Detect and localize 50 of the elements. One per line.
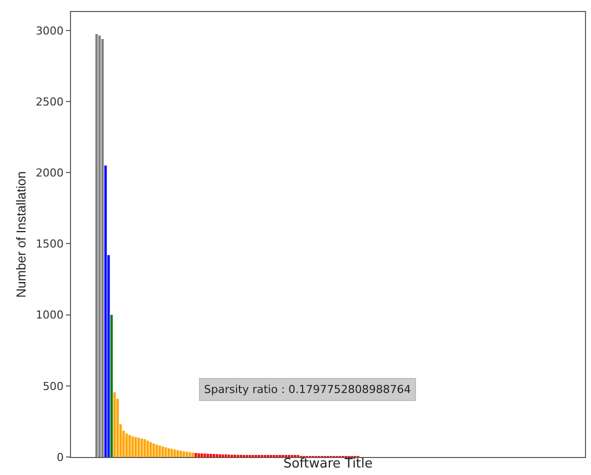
y-tick-label: 500: [42, 380, 64, 393]
x-axis-title: Software Title: [283, 456, 373, 472]
bar: [101, 39, 104, 457]
y-tick-label: 0: [56, 450, 64, 464]
bar: [140, 438, 143, 457]
bar: [188, 452, 191, 457]
bar: [198, 453, 200, 457]
bar: [128, 434, 131, 457]
bar: [224, 454, 227, 457]
y-axis-title: Number of Installation: [14, 171, 29, 298]
bar: [158, 446, 161, 457]
y-tick-label: 1000: [36, 308, 64, 322]
bar: [204, 454, 206, 457]
y-tick-label: 3000: [36, 24, 64, 38]
bar: [186, 452, 188, 457]
bar: [216, 454, 218, 457]
bar: [164, 447, 167, 457]
bar: [182, 451, 185, 457]
bar: [152, 443, 155, 457]
bar: [125, 434, 128, 457]
y-tick-label: 2000: [36, 166, 64, 180]
bar: [98, 35, 101, 457]
bar: [200, 453, 203, 457]
bar: [218, 454, 221, 457]
bar: [143, 439, 146, 457]
bar: [206, 454, 209, 457]
bar: [212, 454, 215, 457]
bar: [174, 450, 176, 457]
bar: [95, 34, 98, 457]
bar: [110, 314, 113, 457]
bar: [192, 452, 194, 457]
bar: [113, 392, 116, 457]
bar: [170, 448, 173, 457]
bar: [149, 442, 152, 457]
bar: [155, 444, 158, 457]
bar: [167, 448, 170, 457]
bar: [104, 166, 107, 457]
bar: [161, 446, 164, 457]
bar: [137, 438, 140, 457]
bar: [194, 453, 197, 457]
y-tick-label: 1500: [36, 238, 64, 251]
bar: [180, 450, 182, 457]
bar: [134, 437, 137, 457]
bar: [222, 454, 224, 457]
bar: [176, 450, 179, 457]
y-tick-label: 2500: [36, 95, 64, 108]
bar: [131, 436, 134, 457]
bar: [146, 440, 149, 457]
annotation: Sparsity ratio : 0.1797752808988764: [204, 383, 411, 396]
bar: [210, 454, 212, 457]
